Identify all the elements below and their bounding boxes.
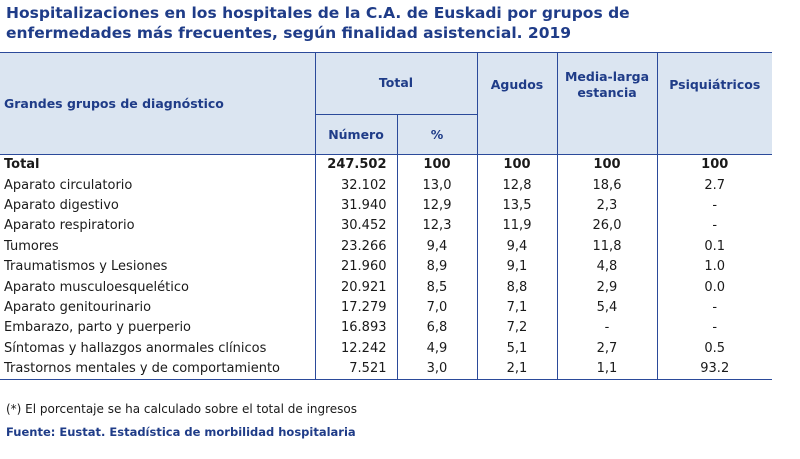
row-psiq: -	[656, 318, 772, 339]
header-numero: Número	[314, 114, 397, 155]
row-label: Tumores	[4, 238, 59, 254]
row-pct: 12,9	[396, 195, 477, 217]
header-psiquiatricos-label: Psiquiátricos	[669, 77, 761, 92]
row-pct: 9,4	[396, 236, 477, 257]
row-pct: 8,5	[396, 277, 477, 298]
row-media: 2,7	[556, 338, 657, 359]
row-media: 1,1	[556, 358, 657, 381]
table-row-total: Total 247.502 100 100 100 100	[0, 154, 772, 176]
source-note: Fuente: Eustat. Estadística de morbilida…	[6, 425, 356, 439]
row-label: Aparato digestivo	[4, 197, 119, 213]
row-agudos: 5,1	[476, 338, 557, 359]
header-media-larga: Media-larga estancia	[556, 52, 657, 155]
row-pct: 13,0	[396, 175, 477, 196]
table-row: Embarazo, parto y puerperio 16.893 6,8 7…	[0, 318, 772, 339]
row-psiq: -	[656, 297, 772, 319]
row-numero: 7.521	[314, 358, 397, 381]
row-label: Embarazo, parto y puerperio	[4, 320, 192, 336]
row-pct: 6,8	[396, 318, 477, 339]
row-numero: 17.279	[314, 297, 397, 319]
row-label: Síntomas y hallazgos anormales clínicos	[4, 340, 267, 356]
page-title: Hospitalizaciones en los hospitales de l…	[6, 3, 796, 43]
table-row: Síntomas y hallazgos anormales clínicos …	[0, 338, 772, 359]
table-row: Tumores 23.266 9,4 9,4 11,8 0.1	[0, 236, 772, 257]
row-agudos: 9,1	[476, 256, 557, 278]
row-pct: 7,0	[396, 297, 477, 319]
header-total-pct: %	[396, 114, 477, 155]
row-label: Aparato circulatorio	[4, 177, 133, 193]
table-row: Aparato musculoesquelético 20.921 8,5 8,…	[0, 277, 772, 298]
row-agudos: 7,2	[476, 318, 557, 339]
row-numero: 247.502	[314, 154, 397, 176]
row-label: Aparato respiratorio	[4, 218, 135, 234]
row-label: Total	[0, 154, 315, 176]
row-psiq: 0.1	[656, 236, 772, 257]
table-row: Traumatismos y Lesiones 21.960 8,9 9,1 4…	[0, 256, 772, 278]
row-label: Aparato genitourinario	[4, 299, 152, 315]
header-group: Grandes grupos de diagnóstico	[0, 52, 315, 155]
row-agudos: 2,1	[476, 358, 557, 381]
row-numero: 20.921	[314, 277, 397, 298]
title-line-2: enfermedades más frecuentes, según final…	[6, 24, 572, 42]
row-media: 4,8	[556, 256, 657, 278]
row-psiq: 1.0	[656, 256, 772, 278]
header-media-larga-1: Media-larga	[564, 69, 650, 84]
row-agudos: 13,5	[476, 195, 557, 217]
row-media: -	[556, 318, 657, 339]
row-agudos: 11,9	[476, 216, 557, 237]
row-label: Trastornos mentales y de comportamiento	[0, 358, 315, 381]
row-media: 18,6	[556, 175, 657, 196]
row-label: Traumatismos y Lesiones	[4, 259, 168, 275]
row-psiq: 0.5	[656, 338, 772, 359]
table-row: Aparato digestivo 31.940 12,9 13,5 2,3 -	[0, 195, 772, 217]
header-media-larga-2: estancia	[577, 85, 637, 100]
row-pct: 8,9	[396, 256, 477, 278]
row-psiq: 100	[656, 154, 772, 176]
row-numero: 31.940	[314, 195, 397, 217]
row-media: 5,4	[556, 297, 657, 319]
row-agudos: 12,8	[476, 175, 557, 196]
row-media: 26,0	[556, 216, 657, 237]
row-pct: 4,9	[396, 338, 477, 359]
row-psiq: 0.0	[656, 277, 772, 298]
row-psiq: 2.7	[656, 175, 772, 196]
row-agudos: 8,8	[476, 277, 557, 298]
title-line-1: Hospitalizaciones en los hospitales de l…	[6, 4, 630, 22]
row-media: 11,8	[556, 236, 657, 257]
row-psiq: -	[656, 216, 772, 237]
row-label: Aparato musculoesquelético	[4, 279, 189, 295]
row-numero: 12.242	[314, 338, 397, 359]
row-media: 2,9	[556, 277, 657, 298]
header-total: Total	[314, 52, 477, 115]
row-psiq: -	[656, 195, 772, 217]
row-numero: 21.960	[314, 256, 397, 278]
row-agudos: 7,1	[476, 297, 557, 319]
table-row: Aparato respiratorio 30.452 12,3 11,9 26…	[0, 216, 772, 237]
row-agudos: 9,4	[476, 236, 557, 257]
row-media: 2,3	[556, 195, 657, 217]
table-row: Aparato circulatorio 32.102 13,0 12,8 18…	[0, 175, 772, 196]
row-pct: 100	[396, 154, 477, 176]
footnote: (*) El porcentaje se ha calculado sobre …	[6, 402, 358, 416]
header-psiquiatricos: Psiquiátricos	[656, 52, 772, 155]
row-numero: 32.102	[314, 175, 397, 196]
table-row: Trastornos mentales y de comportamiento …	[0, 358, 772, 381]
row-media: 100	[556, 154, 657, 176]
row-numero: 16.893	[314, 318, 397, 339]
row-numero: 30.452	[314, 216, 397, 237]
row-psiq: 93.2	[656, 358, 772, 381]
header-agudos: Agudos	[476, 52, 557, 155]
row-agudos: 100	[476, 154, 557, 176]
row-pct: 12,3	[396, 216, 477, 237]
table-row: Aparato genitourinario 17.279 7,0 7,1 5,…	[0, 297, 772, 319]
hospitalizations-table: Grandes grupos de diagnóstico Total Agud…	[0, 52, 772, 381]
row-numero: 23.266	[314, 236, 397, 257]
row-pct: 3,0	[396, 358, 477, 381]
header-agudos-label: Agudos	[490, 77, 544, 92]
